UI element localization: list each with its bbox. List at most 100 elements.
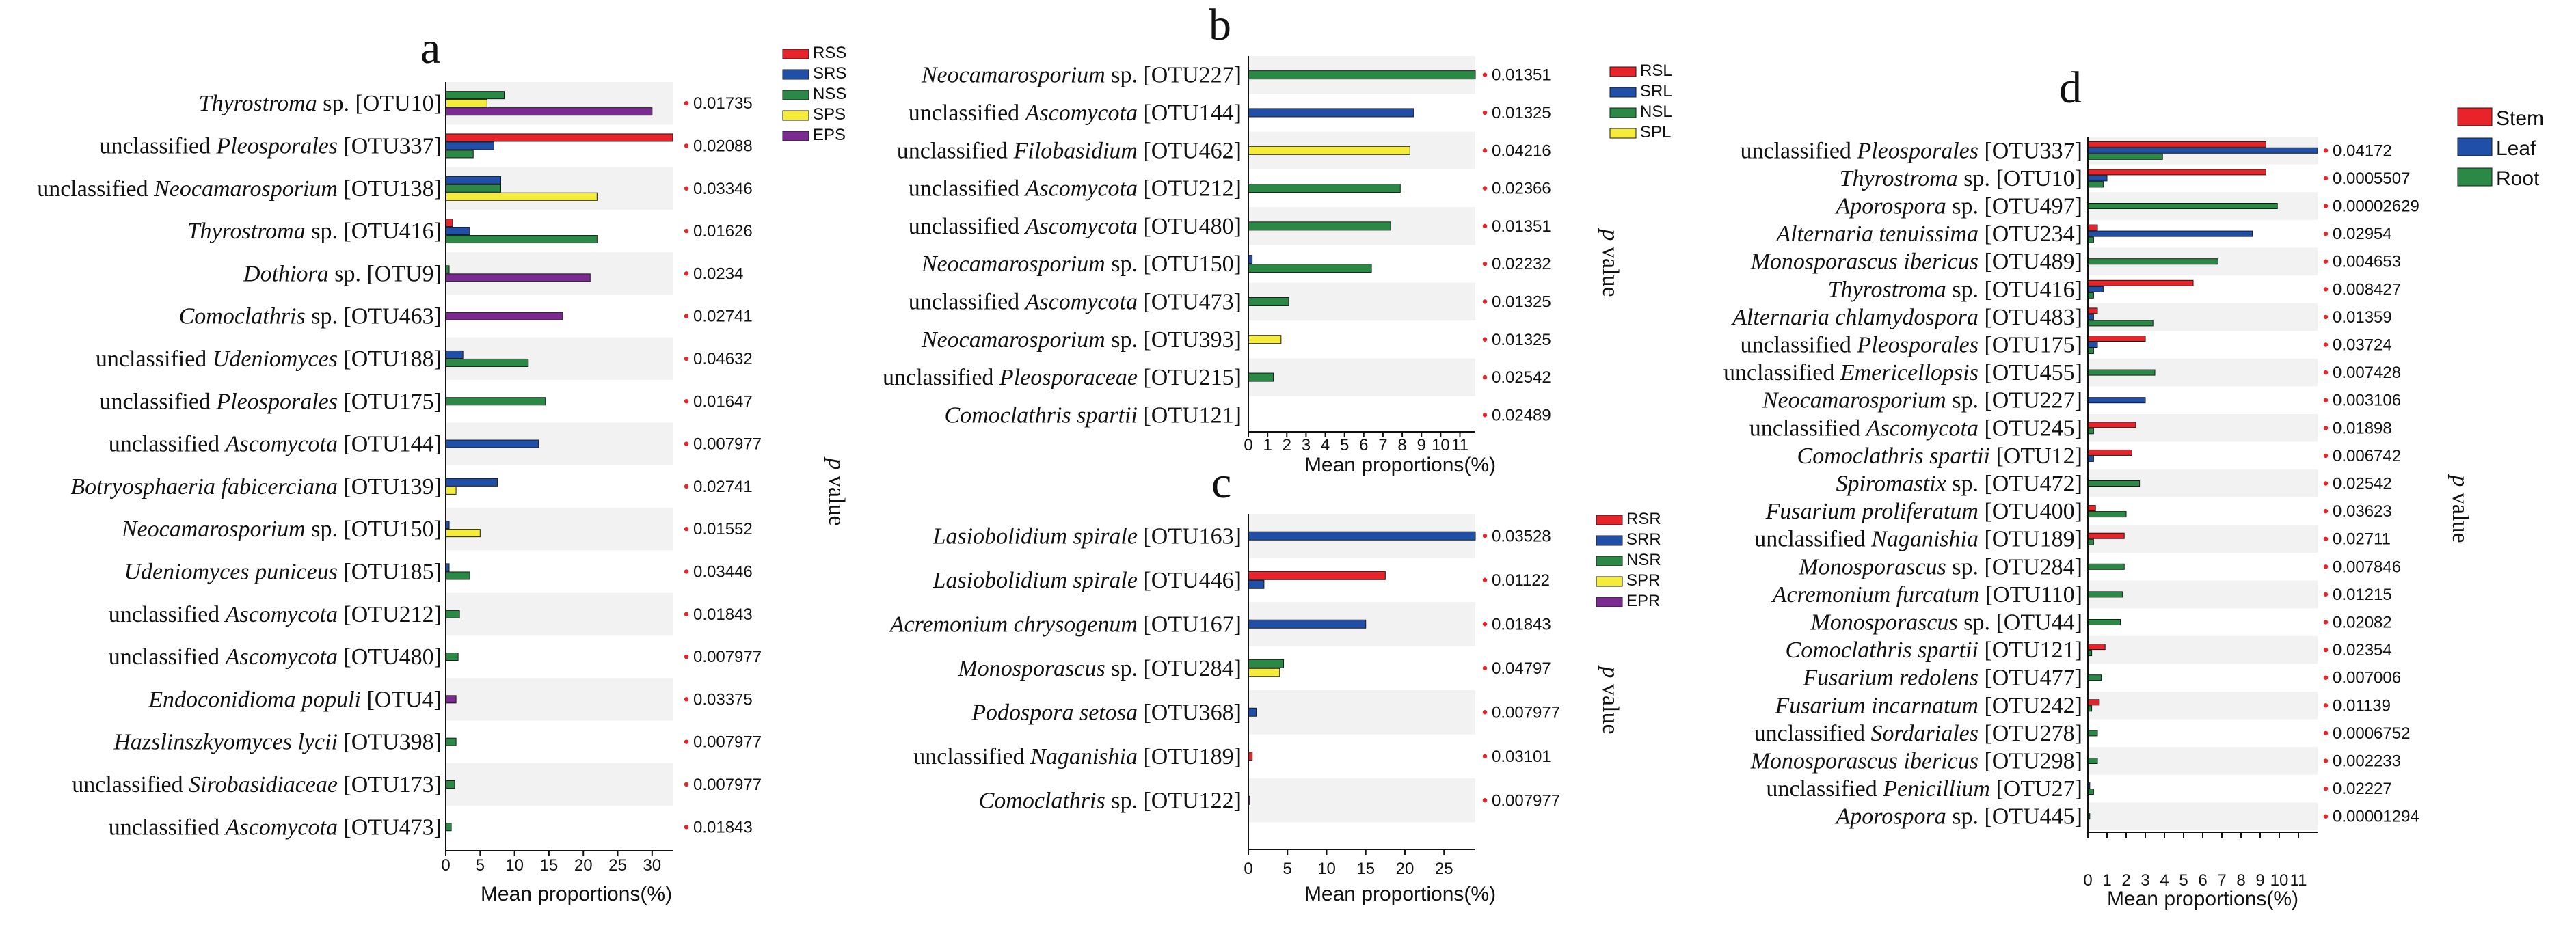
bar-srs <box>445 439 539 448</box>
p-value-marker <box>684 739 689 744</box>
p-value-text: 0.03623 <box>2333 502 2392 521</box>
row-label: unclassified Pleosporales [OTU337] <box>1741 138 2082 163</box>
x-tick-label: 25 <box>1435 860 1453 878</box>
p-value-marker <box>684 569 689 574</box>
bar-nss <box>445 780 455 789</box>
x-tick-label: 5 <box>476 856 485 875</box>
row-label: Thyrostroma sp. [OTU416] <box>1828 277 2082 302</box>
bar-root <box>2087 153 2163 160</box>
legend-label: EPS <box>813 126 846 144</box>
bar-stem <box>2087 307 2098 314</box>
legend-swatch <box>782 69 809 80</box>
row-label: unclassified Naganishia [OTU189] <box>1754 527 2082 552</box>
x-axis-title: Mean proportions(%) <box>1304 454 1496 476</box>
legend-swatch <box>1609 128 1637 139</box>
x-axis-title: Mean proportions(%) <box>2107 888 2298 910</box>
row-label: unclassified Ascomycota [OTU212] <box>909 176 1242 202</box>
bar-stem <box>2087 279 2194 286</box>
p-value-text: 0.02711 <box>2333 530 2391 549</box>
p-value-axis-title: p value <box>824 456 849 525</box>
p-value-marker <box>1482 186 1488 191</box>
bar-eps <box>445 273 591 282</box>
row-label: unclassified Ascomycota [OTU480] <box>109 644 442 670</box>
p-value-text: 0.04172 <box>2333 141 2392 160</box>
p-value-marker <box>2323 287 2329 292</box>
bar-stem <box>2087 699 2100 706</box>
bar-leaf <box>2087 342 2098 348</box>
row-band <box>446 678 673 721</box>
x-tick-label: 9 <box>1417 436 1426 454</box>
p-value-marker <box>1482 577 1488 582</box>
legend-label: SRL <box>1640 82 1672 100</box>
panel-letter: a <box>420 23 440 73</box>
row-label: unclassified Ascomycota [OTU212] <box>109 602 442 627</box>
p-value-text: 0.01647 <box>693 392 753 411</box>
panel-c: c Lasiobolidium spirale [OTU163] 0.03528 La… <box>889 458 1661 905</box>
row-label: Hazslinszkyomyces lycii [OTU398] <box>113 730 442 755</box>
p-value-marker <box>1482 413 1488 418</box>
legend-label: SRS <box>813 64 846 83</box>
bar-root <box>2087 369 2156 376</box>
bar-rss <box>445 133 673 142</box>
row-label: Acremonium chrysogenum [OTU167] <box>889 612 1242 637</box>
p-value-axis-title: p value <box>2447 474 2473 543</box>
row-band <box>2088 580 2318 609</box>
p-value-text: 0.01351 <box>1492 217 1551 236</box>
x-tick-label: 7 <box>2217 871 2226 890</box>
p-value-marker <box>2323 314 2329 320</box>
bar-root <box>2087 591 2123 598</box>
bar-srs <box>445 176 501 184</box>
row-label: Lasiobolidium spirale [OTU163] <box>933 523 1242 549</box>
x-tick-label: 5 <box>1283 860 1292 878</box>
row-label: Fusarium incarnatum [OTU242] <box>1774 693 2082 718</box>
x-tick-label: 0 <box>441 856 450 875</box>
p-value-text: 0.04632 <box>693 350 753 368</box>
row-label: unclassified Ascomycota [OTU473] <box>909 289 1242 314</box>
bar-stem <box>2087 532 2125 539</box>
bar-sps <box>445 99 487 108</box>
bar-rsr <box>1248 571 1386 580</box>
bar-root <box>2087 674 2102 681</box>
p-value-marker <box>2323 398 2329 402</box>
bar-stem <box>2087 141 2266 148</box>
bar-root <box>2087 181 2104 188</box>
p-value-marker <box>2323 647 2329 653</box>
row-label: Endoconidioma populi [OTU4] <box>148 687 442 712</box>
p-value-text: 0.03346 <box>693 180 753 198</box>
p-value-text: 0.01325 <box>1492 331 1551 349</box>
p-value-marker <box>2323 204 2329 208</box>
p-value-text: 0.01122 <box>1492 571 1550 590</box>
bar-nsl <box>1248 297 1289 306</box>
row-label: Comoclathris spartii [OTU121] <box>945 402 1242 428</box>
p-value-text: 0.007977 <box>693 776 762 794</box>
legend-label: RSL <box>1640 61 1672 80</box>
x-tick-label: 10 <box>1432 436 1450 454</box>
p-value-text: 0.007977 <box>693 435 762 454</box>
p-value-marker <box>684 271 689 276</box>
row-label: unclassified Sirobasidiaceae [OTU173] <box>72 772 442 797</box>
x-tick-label: 6 <box>1359 436 1368 454</box>
p-value-text: 0.007977 <box>693 733 762 752</box>
bar-rss <box>445 219 453 228</box>
p-value-marker <box>1482 223 1488 229</box>
x-tick-label: 1 <box>2102 871 2111 890</box>
legend-label: NSS <box>813 85 846 103</box>
x-tick-label: 1 <box>1263 436 1272 454</box>
bar-root <box>2087 563 2125 570</box>
x-tick-label: 15 <box>1356 860 1375 878</box>
x-axis-title: Mean proportions(%) <box>481 883 672 905</box>
p-value-text: 0.03528 <box>1492 527 1551 545</box>
panel-letter: d <box>2059 63 2082 113</box>
bar-sps <box>445 529 481 538</box>
bar-nss <box>445 150 474 159</box>
p-value-text: 0.02542 <box>2333 475 2392 493</box>
x-tick-label: 5 <box>1340 436 1349 454</box>
p-value-marker <box>2323 786 2329 791</box>
row-label: Neocamarosporium sp. [OTU227] <box>921 63 1242 88</box>
p-value-text: 0.007006 <box>2333 669 2401 687</box>
p-value-marker <box>2323 508 2329 514</box>
p-value-text: 0.006742 <box>2333 447 2401 465</box>
x-tick-label: 10 <box>1317 860 1336 878</box>
row-label: Thyrostroma sp. [OTU10] <box>199 91 442 116</box>
x-tick-label: 9 <box>2255 871 2264 890</box>
